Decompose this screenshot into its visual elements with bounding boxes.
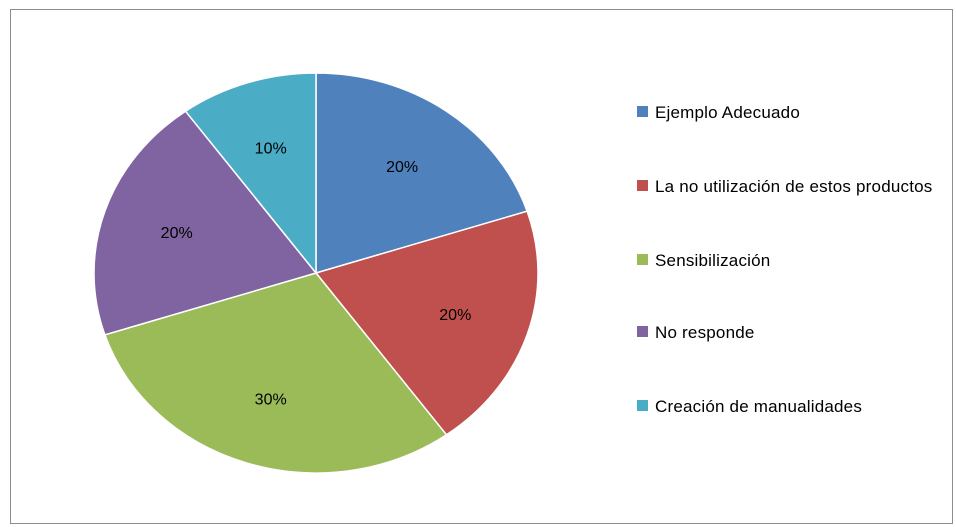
legend-item-sensibilizacion: Sensibilización [637, 248, 945, 273]
legend-swatch [637, 400, 648, 411]
legend-item-creacion-manualidades: Creación de manualidades [637, 394, 945, 419]
legend-label: No responde [655, 323, 755, 342]
slice-value-label: 20% [439, 307, 471, 324]
slice-value-label: 30% [255, 392, 287, 409]
slice-value-label: 20% [386, 159, 418, 176]
legend-item-no-utilizacion: La no utilización de estos productos [637, 174, 945, 199]
legend-label: La no utilización de estos productos [655, 177, 933, 196]
slice-no-utilizacion [314, 210, 539, 436]
legend-label: Sensibilización [655, 251, 771, 270]
pie-slice-labels: 20% 20% 30% 20% 10% [161, 141, 472, 409]
legend-label: Creación de manualidades [655, 397, 863, 416]
slice-ejemplo-adecuado [315, 72, 529, 275]
legend-label: Ejemplo Adecuado [655, 103, 800, 122]
pie-slices [93, 72, 539, 474]
legend-swatch [637, 326, 648, 337]
slice-sensibilizacion [103, 272, 448, 474]
slice-value-label: 10% [255, 141, 287, 158]
legend-swatch [637, 106, 648, 117]
slice-creacion-manualidades [184, 72, 317, 276]
legend-item-no-responde: No responde [637, 320, 945, 345]
slice-value-label: 20% [161, 225, 193, 242]
slice-no-responde [93, 110, 318, 336]
legend-item-ejemplo-adecuado: Ejemplo Adecuado [637, 100, 945, 125]
legend-swatch [637, 254, 648, 265]
legend-swatch [637, 180, 648, 191]
